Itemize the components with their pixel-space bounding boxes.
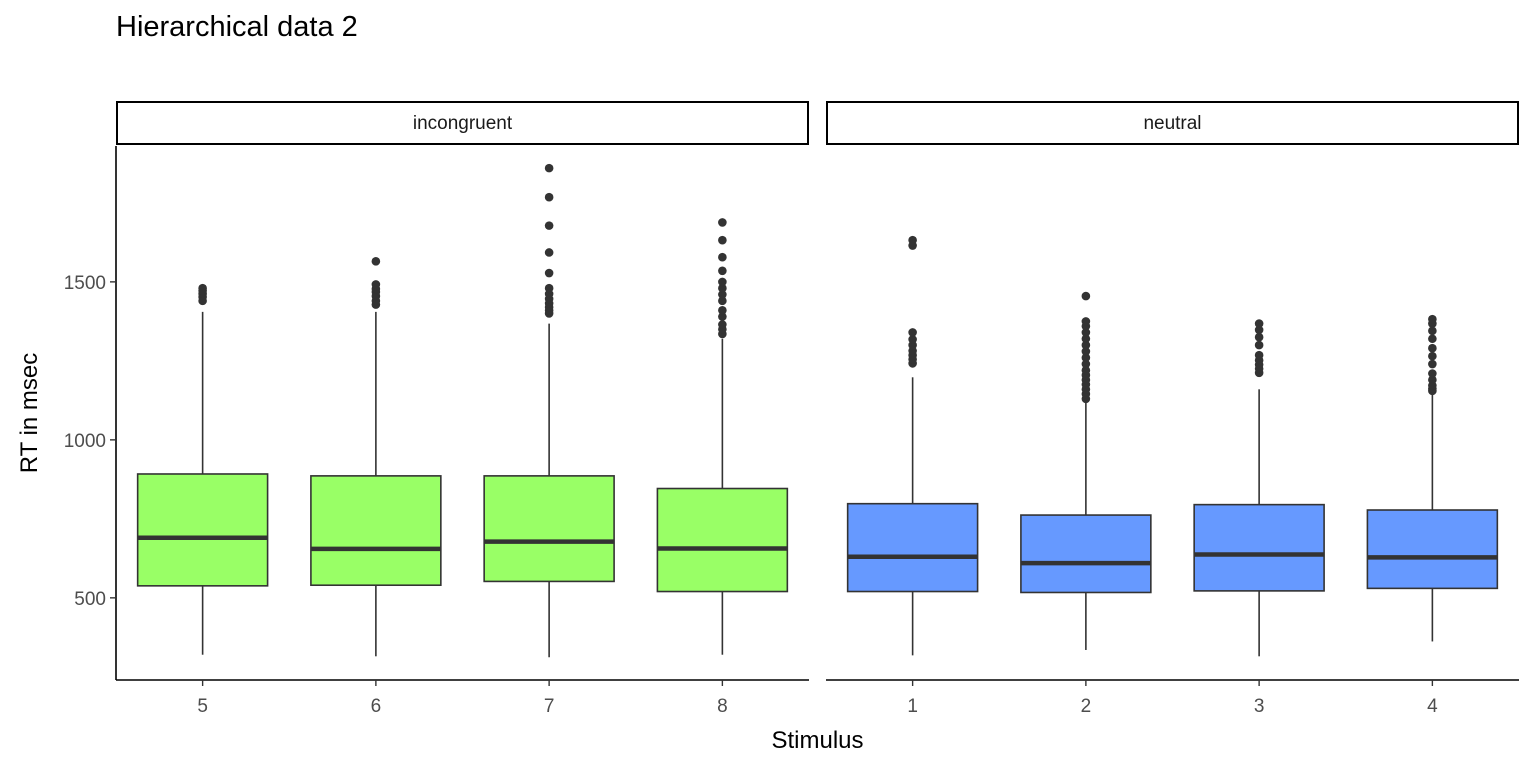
y-tick-label: 1000 [64,431,106,452]
outlier-point [544,248,554,257]
x-tick-label: 5 [197,696,208,717]
outlier-point [908,235,917,245]
box-stimulus-2 [1020,514,1152,594]
box-stimulus-4 [1366,509,1499,590]
x-tick-label: 2 [1081,696,1092,717]
box-stimulus-7 [483,475,615,583]
y-tick-label: 1500 [64,273,106,294]
outlier-point [718,218,727,227]
outlier-point [1428,326,1437,336]
outlier-point [1428,359,1437,369]
outlier-point [544,163,554,173]
outlier-point [1428,334,1437,344]
outlier-point [1254,319,1264,328]
outlier-point [544,192,554,202]
outlier-point [718,277,727,287]
outlier-point [718,283,727,293]
x-tick-label: 4 [1427,696,1438,717]
outlier-point [1081,340,1091,350]
outlier-point [1081,328,1091,337]
outlier-point [1081,347,1091,356]
outlier-point [1081,317,1091,326]
facet-strip-incongruent [116,101,809,145]
x-tick-label: 3 [1254,696,1265,717]
outlier-point [544,221,554,230]
outlier-point [1254,325,1264,335]
outlier-point [718,290,727,299]
box-stimulus-8 [656,487,789,593]
outlier-point [1254,332,1264,342]
outlier-point [1428,343,1437,353]
facet-strip-neutral [826,101,1519,145]
outlier-point [1254,340,1264,350]
outlier-point [718,296,727,306]
box-stimulus-3 [1193,503,1325,592]
outlier-point [371,280,381,289]
outlier-point [1081,366,1091,375]
x-tick-label: 8 [717,696,728,717]
outlier-point [1081,353,1091,363]
outlier-point [718,266,727,276]
outlier-point [1254,350,1264,360]
outlier-point [908,335,917,344]
x-tick-label: 7 [544,696,555,717]
y-axis-title: RT in msec [16,353,43,473]
chart-title: Hierarchical data 2 [116,11,358,43]
outlier-point [1428,314,1437,324]
outlier-point [718,252,727,262]
outlier-point [1081,291,1091,301]
facet-strip-label: incongruent [413,113,513,134]
outlier-point [908,328,917,337]
outlier-point [1081,334,1091,344]
x-axis-title: Stimulus [771,727,863,754]
outlier-point [718,235,727,245]
outlier-point [1081,359,1091,369]
outlier-point [718,306,727,315]
facet-strip-label: neutral [1143,113,1201,134]
box-stimulus-5 [136,473,269,587]
outlier-point [544,283,554,293]
x-tick-label: 1 [907,696,918,717]
outlier-point [1428,369,1437,378]
outlier-point [718,312,727,321]
outlier-point [198,283,207,293]
x-tick-label: 6 [371,696,382,717]
outlier-point [544,268,554,278]
outlier-point [371,257,381,266]
outlier-point [1428,375,1437,385]
box-stimulus-6 [310,475,442,587]
outlier-point [718,320,727,329]
outlier-point [1428,351,1437,361]
y-tick-label: 500 [74,589,106,610]
box-stimulus-1 [846,502,979,593]
